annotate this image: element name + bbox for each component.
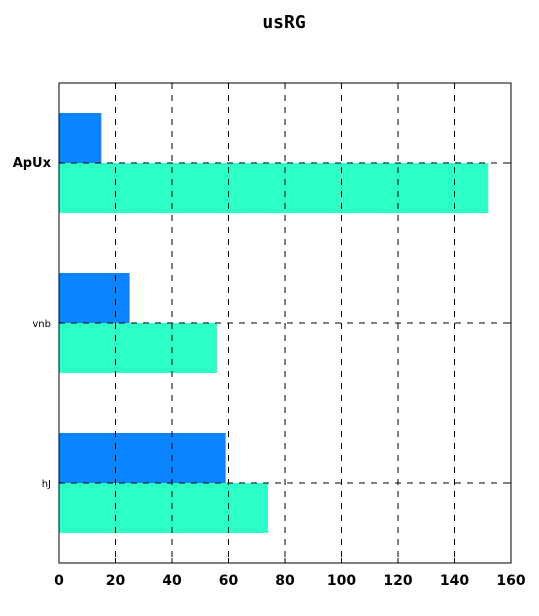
bar-series-2-hj	[59, 483, 269, 533]
x-tick-label-20: 20	[106, 573, 126, 589]
y-tick-label-hj: hJ	[42, 479, 51, 490]
x-tick-label-140: 140	[440, 573, 469, 589]
x-tick-label-100: 100	[327, 573, 356, 589]
bar-series-1-vnb	[59, 273, 130, 323]
y-tick-label-vnb: vnb	[32, 319, 51, 330]
x-tick-label-0: 0	[54, 573, 64, 589]
y-tick-label-apux: ApUx	[13, 156, 52, 171]
chart-title: usRG	[262, 12, 305, 33]
x-tick-label-80: 80	[275, 573, 295, 589]
bar-series-1-hj	[59, 433, 226, 483]
bar-series-2-apux	[59, 163, 489, 213]
x-tick-label-120: 120	[383, 573, 412, 589]
bar-series-1-apux	[59, 113, 102, 163]
bar-series-2-vnb	[59, 323, 218, 373]
plot-area: 0 20 40 60 80 100 120 140 160 ApUx vnb hJ	[13, 82, 526, 589]
x-tick-label-40: 40	[162, 573, 182, 589]
x-tick-label-160: 160	[496, 573, 525, 589]
x-tick-label-60: 60	[219, 573, 239, 589]
